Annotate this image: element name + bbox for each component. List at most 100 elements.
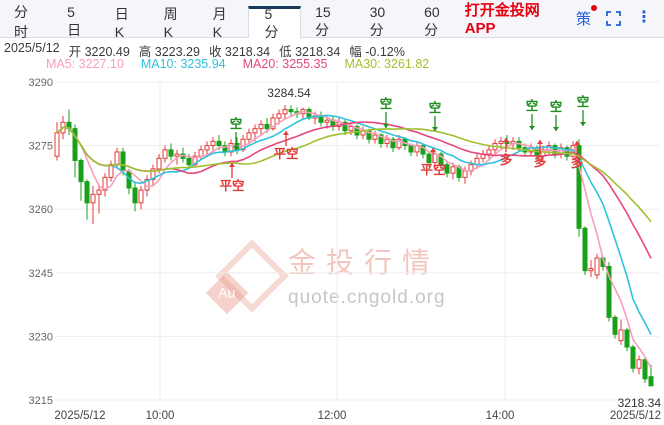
candle — [288, 109, 294, 113]
candle — [186, 157, 192, 166]
candle — [216, 140, 222, 147]
candle — [252, 128, 258, 134]
candle — [78, 159, 84, 183]
candle — [630, 346, 636, 369]
candle — [204, 145, 210, 151]
tab-list: 分时 5日 日K 周K 月K 5分 15分 30分 60分 — [0, 0, 465, 40]
candle — [228, 142, 234, 153]
arrow-up-icon — [537, 140, 543, 144]
arrow-down-icon — [529, 126, 535, 130]
arrow-up-icon — [503, 138, 509, 142]
signal-annotation: 空 — [526, 98, 539, 113]
ma-legend-item: MA5: 3227.10 — [46, 57, 124, 71]
period-tab-bar: 分时 5日 日K 周K 月K 5分 15分 30分 60分 打开金投网APP 策 ⋮ — [0, 0, 664, 40]
signal-annotation: 平空 — [273, 146, 298, 161]
ma-legend-item: MA10: 3235.94 — [140, 57, 226, 71]
y-axis-label: 3245 — [29, 268, 53, 280]
signal-annotation: 空 — [550, 99, 563, 114]
candle — [576, 145, 582, 229]
candle — [564, 147, 570, 157]
candle — [72, 128, 78, 161]
candle — [582, 227, 588, 272]
candle — [348, 126, 354, 132]
strategy-button[interactable]: 策 — [575, 4, 597, 29]
x-axis-label: 2025/5/12 — [610, 410, 661, 422]
candle — [162, 149, 168, 159]
candle — [108, 164, 114, 178]
quote-field: 2025/5/12 — [4, 41, 60, 55]
notification-dot — [591, 4, 597, 11]
x-axis-label: 10:00 — [146, 410, 175, 422]
strategy-label: 策 — [575, 10, 591, 28]
y-axis-label: 3275 — [29, 141, 53, 153]
arrow-up-icon — [430, 148, 436, 152]
tab-tools: 打开金投网APP 策 ⋮ — [465, 0, 664, 37]
tab-5day[interactable]: 5日 — [67, 3, 82, 38]
tab-30min[interactable]: 30分 — [369, 3, 386, 38]
open-app-link[interactable]: 打开金投网APP — [464, 2, 540, 37]
y-axis-label: 3260 — [29, 204, 53, 216]
candle — [450, 166, 456, 174]
quote-field: 收 3218.34 — [208, 45, 271, 59]
tab-weekly-k[interactable]: 周K — [163, 5, 178, 40]
candle — [54, 132, 60, 157]
signal-annotation: 平空 — [219, 178, 244, 193]
fullscreen-icon[interactable] — [606, 10, 621, 26]
signal-annotation: 多 — [571, 155, 584, 170]
candle — [84, 181, 90, 204]
peak-price-label: 3284.54 — [267, 86, 311, 100]
quote-field: 幅 -0.12% — [349, 45, 405, 59]
candle — [612, 316, 618, 335]
y-axis-label: 3215 — [29, 395, 53, 407]
candle — [444, 164, 450, 174]
candle — [390, 138, 396, 149]
candle — [384, 138, 390, 144]
arrow-up-icon — [574, 141, 580, 145]
ma-legend: MA5: 3227.10 MA10: 3235.94 MA20: 3255.35 MA… — [46, 57, 429, 71]
tab-time-sharing[interactable]: 分时 — [14, 3, 28, 40]
candle — [486, 149, 492, 155]
tab-60min[interactable]: 60分 — [424, 3, 440, 38]
candle — [606, 265, 612, 318]
candle — [426, 153, 432, 164]
candle — [192, 155, 198, 166]
candle — [198, 149, 204, 157]
signal-annotation: 多 — [500, 152, 513, 167]
tab-5min[interactable]: 5分 — [247, 6, 302, 40]
signal-annotation: 多 — [534, 154, 547, 169]
candle — [618, 329, 624, 342]
ma10-line — [56, 114, 652, 335]
candle — [174, 153, 180, 157]
ma-legend-item: MA20: 3255.35 — [242, 57, 328, 71]
candle — [462, 170, 468, 178]
signal-annotation: 平空 — [420, 162, 445, 177]
arrow-up-icon — [229, 163, 235, 167]
ma30-line — [56, 126, 652, 223]
candle — [132, 187, 138, 204]
kebab-menu-icon[interactable]: ⋮ — [636, 9, 652, 26]
quote-field: 开 3220.49 — [68, 45, 130, 59]
candle — [102, 176, 108, 191]
x-axis-label: 12:00 — [318, 410, 347, 422]
candle — [138, 189, 144, 204]
tab-monthly-k[interactable]: 月K — [212, 5, 227, 40]
tab-daily-k[interactable]: 日K — [114, 5, 129, 40]
candle — [258, 123, 264, 130]
signal-annotation: 空 — [577, 94, 590, 109]
arrow-down-icon — [383, 124, 389, 128]
candle — [96, 189, 102, 195]
candle — [114, 151, 120, 166]
candle — [264, 123, 270, 130]
signal-annotation: 空 — [380, 96, 393, 111]
candle — [498, 140, 504, 144]
tab-15min[interactable]: 15分 — [315, 3, 331, 38]
candle — [396, 138, 402, 149]
candle — [438, 153, 444, 166]
candle — [150, 168, 156, 181]
arrow-down-icon — [553, 127, 559, 131]
candle — [156, 157, 162, 170]
ma5-line — [56, 110, 652, 369]
quote-field: 高 3223.29 — [138, 45, 200, 59]
